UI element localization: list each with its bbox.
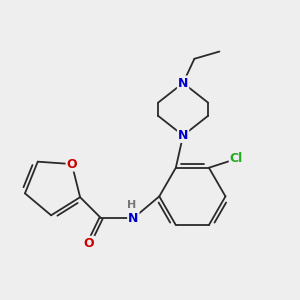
Text: O: O (84, 237, 94, 250)
Text: N: N (178, 129, 188, 142)
Text: N: N (128, 212, 139, 225)
Text: H: H (127, 200, 136, 210)
Text: N: N (178, 76, 188, 89)
Text: Cl: Cl (230, 152, 243, 165)
Text: O: O (67, 158, 77, 171)
